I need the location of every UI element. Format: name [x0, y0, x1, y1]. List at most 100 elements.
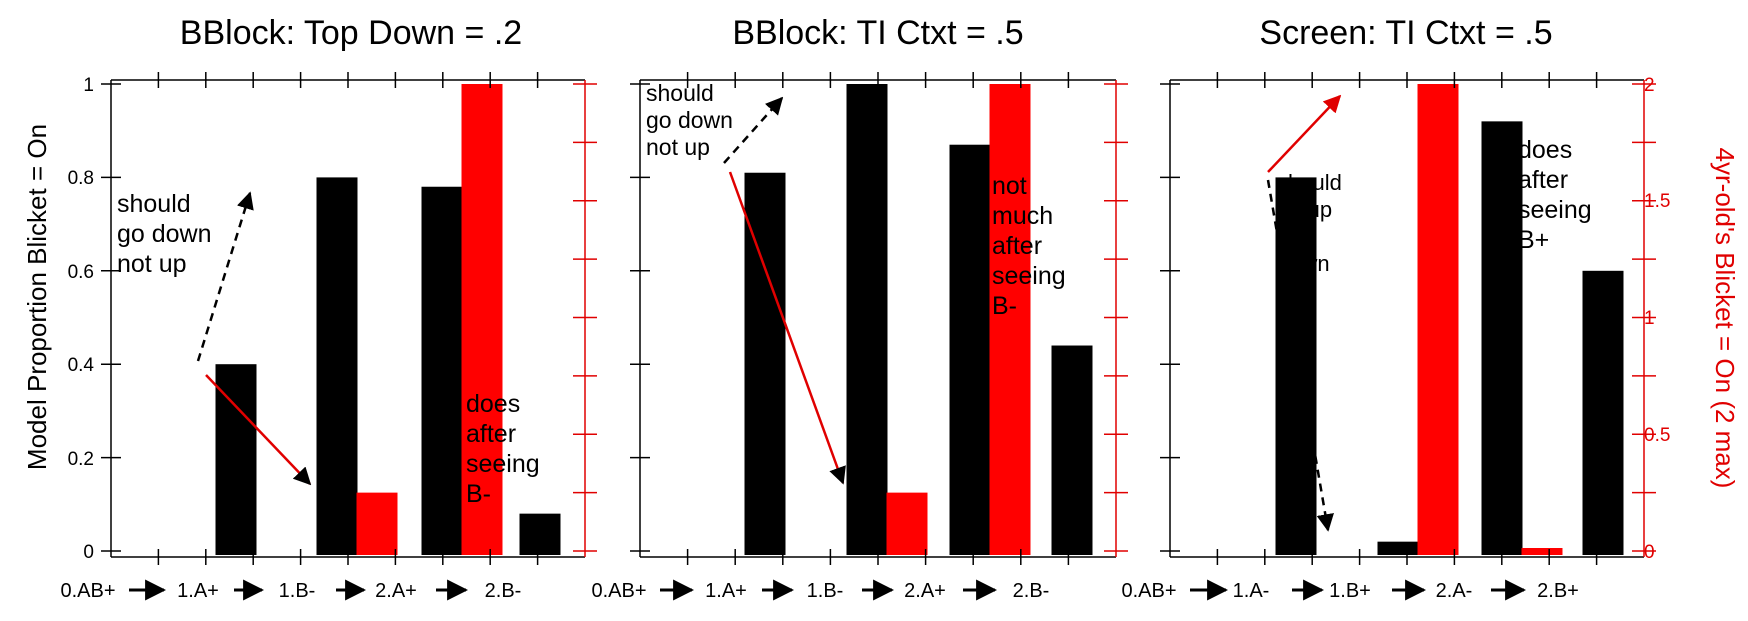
bar-model: [1582, 270, 1624, 555]
y2-tick-label: 0.5: [1644, 425, 1670, 446]
annotation-arrows-3: [1266, 94, 1342, 532]
bar-model: [1051, 345, 1093, 555]
annotation-line: go down: [646, 107, 733, 133]
dashed-arrow-icon: [723, 96, 784, 164]
category-label: 2.B-: [485, 580, 522, 602]
category-label: 0.AB+: [591, 580, 646, 602]
category-label: 2.B-: [1013, 580, 1050, 602]
annotation-line: should: [1277, 170, 1342, 195]
annotation-line: not: [1277, 224, 1308, 249]
annotation-line: seeing: [1518, 196, 1592, 224]
y2-tick-label: 0: [1644, 542, 1655, 563]
category-label: 1.A-: [1233, 580, 1270, 602]
annotation-line: does: [1518, 136, 1572, 164]
y-axis-label-left: Model Proportion Blicket = On: [22, 124, 52, 470]
y-tick-label: 1: [83, 75, 94, 96]
red-arrow-icon: [728, 171, 846, 485]
chart-panel-2: BBlock: TI Ctxt = .5 0.AB+ 1.A+ 1.B- 2.A…: [591, 14, 1128, 602]
annotation-line: much: [992, 202, 1053, 230]
bar-model: [316, 177, 358, 555]
axes-frame-3: [1160, 72, 1656, 565]
annotation-should-go-down-2: should go down not up: [646, 80, 739, 160]
bar-child: [886, 492, 928, 555]
category-label: 1.B+: [1329, 580, 1371, 602]
annotation-does-after-1: does after seeing B-: [466, 390, 547, 508]
category-label: 1.A+: [705, 580, 747, 602]
annotation-line: go down: [117, 220, 212, 248]
annotation-line: seeing: [992, 262, 1066, 290]
category-label: 2.A+: [375, 580, 417, 602]
bar-model: [1377, 541, 1419, 555]
y-tick-label: 0.6: [68, 262, 94, 283]
annotation-line: B+: [1518, 226, 1549, 254]
annotation-line: B-: [992, 292, 1017, 320]
dashed-arrow-icon: [1266, 179, 1334, 532]
chart-title-1: BBlock: Top Down = .2: [180, 14, 522, 52]
annotation-line: not: [992, 172, 1027, 200]
axes-frame-2: [630, 72, 1128, 565]
annotation-arrows-1: [196, 191, 312, 486]
bars-group-1: [215, 84, 561, 556]
bar-child: [1417, 84, 1459, 555]
category-labels-3: 0.AB+ 1.A- 1.B+ 2.A- 2.B+: [1121, 580, 1578, 602]
bar-model: [1481, 121, 1523, 556]
category-label: 0.AB+: [60, 580, 115, 602]
chart-panel-1: BBlock: Top Down = .2 Model Proportion B…: [22, 14, 597, 602]
y-axis-label-right: 4yr-old's Blicket = On (2 max): [1710, 148, 1740, 489]
y-tick-label: 0.8: [68, 168, 94, 189]
bar-child: [461, 84, 503, 555]
annotation-line: go up: [1277, 197, 1332, 222]
annotation-should-go-down-1: should go down not up: [117, 190, 218, 278]
bar-model: [949, 144, 991, 555]
annotation-not-much-after-2: not much after seeing B-: [992, 172, 1073, 320]
category-label: 2.A+: [904, 580, 946, 602]
y-tick-labels-right: 0 0.5 1 1.5 2: [1644, 75, 1670, 563]
red-arrow-icon: [1267, 94, 1342, 173]
red-arrow-icon: [205, 374, 312, 486]
bars-group-2: [744, 84, 1093, 556]
annotation-line: not up: [117, 250, 187, 278]
chart-title-3: Screen: TI Ctxt = .5: [1259, 14, 1552, 52]
annotation-does-after-3: does after seeing B+: [1518, 136, 1599, 254]
bar-model: [1275, 177, 1317, 555]
bar-child: [1521, 548, 1563, 555]
category-label: 0.AB+: [1121, 580, 1176, 602]
y-tick-labels-left: 0 0.2 0.4 0.6 0.8 1: [68, 75, 95, 563]
annotation-line: after: [466, 420, 516, 448]
axes-frame-1: [101, 72, 597, 565]
category-labels-1: 0.AB+ 1.A+ 1.B- 2.A+ 2.B-: [60, 580, 521, 602]
bar-model: [421, 186, 463, 556]
y2-tick-label: 1: [1644, 308, 1655, 329]
y-tick-label: 0.2: [68, 449, 94, 470]
annotation-line: not up: [646, 134, 710, 160]
chart-panel-3: Screen: TI Ctxt = .5 4yr-old's Blicket =…: [1121, 14, 1740, 602]
annotation-line: after: [1518, 166, 1568, 194]
bar-child: [356, 492, 398, 555]
annotation-line: does: [466, 390, 520, 418]
category-label: 1.B-: [279, 580, 316, 602]
category-labels-2: 0.AB+ 1.A+ 1.B- 2.A+ 2.B-: [591, 580, 1049, 602]
annotation-line: should: [117, 190, 191, 218]
bar-model: [846, 84, 888, 555]
annotation-line: down: [1277, 251, 1330, 276]
category-label: 2.B+: [1537, 580, 1579, 602]
y2-tick-label: 1.5: [1644, 191, 1670, 212]
y-tick-label: 0: [83, 542, 94, 563]
bar-model: [519, 513, 561, 555]
category-label: 2.A-: [1436, 580, 1473, 602]
annotation-line: seeing: [466, 450, 540, 478]
bar-child: [989, 84, 1031, 555]
annotation-should-go-up-3: should go up not down: [1277, 170, 1348, 276]
bar-model: [744, 172, 786, 556]
y-tick-label: 0.4: [68, 355, 95, 376]
y2-tick-label: 2: [1644, 75, 1655, 96]
annotation-arrows-2: [723, 96, 846, 485]
dashed-arrow-icon: [196, 191, 254, 362]
annotation-line: should: [646, 80, 714, 106]
chart-title-2: BBlock: TI Ctxt = .5: [732, 14, 1023, 52]
annotation-line: after: [992, 232, 1042, 260]
bar-model: [215, 364, 257, 555]
category-label: 1.B-: [807, 580, 844, 602]
bars-group-3: [1275, 84, 1624, 556]
